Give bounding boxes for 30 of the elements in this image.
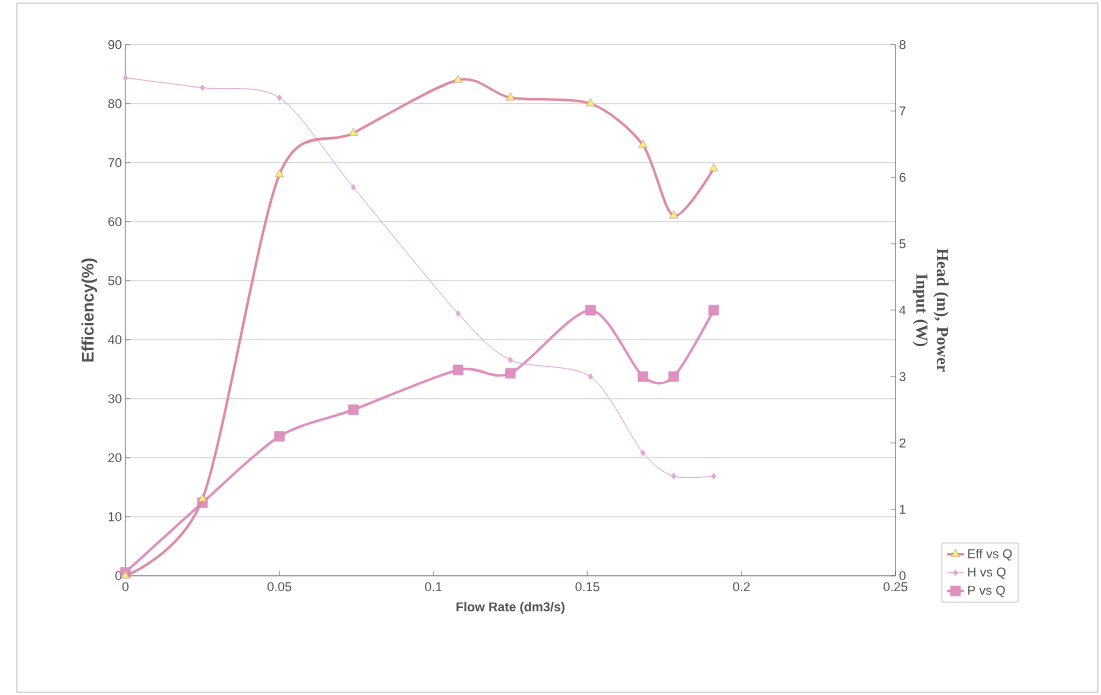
- legend-label: P vs Q: [968, 585, 1005, 597]
- x-tick-label: 0.25: [883, 581, 908, 592]
- legend-label: H vs Q: [968, 567, 1006, 579]
- y-tick-label: 50: [108, 275, 122, 286]
- x-tick-label: 0.1: [425, 581, 442, 592]
- y2-tick-label: 5: [899, 239, 906, 249]
- x-tick-label: 0.05: [267, 581, 292, 592]
- y-tick-label: 60: [108, 216, 122, 226]
- y-tick-label: 90: [108, 39, 122, 49]
- y2-tick-label: 6: [899, 172, 906, 182]
- y2-tick-label: 4: [899, 305, 906, 315]
- legend-label: Eff vs Q: [968, 548, 1012, 561]
- y2-tick-label: 2: [899, 438, 906, 448]
- x-tick-label: 0: [122, 581, 129, 592]
- x-axis-title: Flow Rate (dm3/s): [456, 601, 565, 614]
- y-tick-label: 80: [108, 98, 122, 108]
- y2-tick-label: 3: [899, 371, 906, 381]
- x-tick-label: 0.2: [733, 581, 750, 592]
- x-tick-label: 0.15: [575, 581, 600, 592]
- y-tick-label: 10: [108, 512, 122, 522]
- y2-tick-label: 0: [899, 571, 906, 581]
- y-tick-label: 20: [108, 452, 122, 463]
- y2-tick-label: 1: [899, 504, 906, 514]
- y-tick-label: 70: [108, 157, 122, 167]
- y-tick-label: 40: [108, 334, 122, 345]
- y2-axis-title: Head (m), Power Input (W): [912, 248, 949, 372]
- y-axis-title: Efficiency(%): [81, 258, 98, 362]
- y-tick-label: 30: [108, 393, 122, 404]
- y2-tick-label: 7: [899, 106, 906, 116]
- y2-tick-label: 8: [899, 39, 906, 49]
